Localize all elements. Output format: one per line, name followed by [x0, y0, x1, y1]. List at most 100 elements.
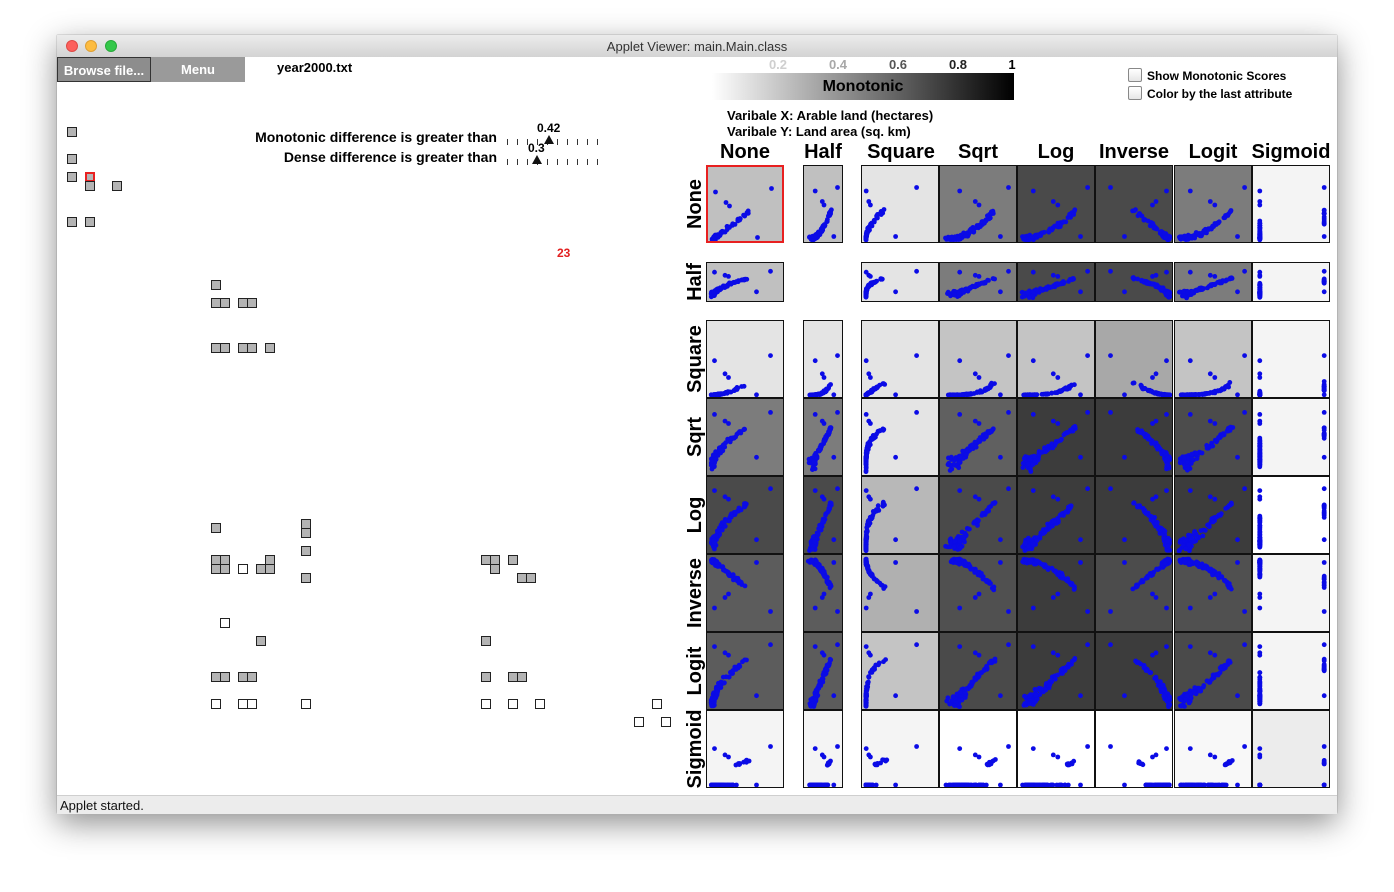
- tree-node[interactable]: [265, 555, 275, 565]
- scatter-cell-logit-vs-none[interactable]: [706, 632, 784, 710]
- scatter-cell-inverse-vs-square[interactable]: [861, 554, 939, 632]
- scatter-cell-none-vs-log[interactable]: [1017, 165, 1095, 243]
- minimize-window-button[interactable]: [85, 40, 97, 52]
- tree-node[interactable]: [67, 217, 77, 227]
- scatter-cell-none-vs-inverse[interactable]: [1095, 165, 1173, 243]
- show-monotonic-scores-checkbox[interactable]: [1128, 68, 1142, 82]
- scatter-cell-square-vs-sigmoid[interactable]: [1252, 320, 1330, 398]
- tree-node[interactable]: [247, 343, 257, 353]
- tree-node[interactable]: [535, 699, 545, 709]
- tree-node[interactable]: [247, 298, 257, 308]
- tree-node[interactable]: [634, 717, 644, 727]
- scatter-cell-inverse-vs-sigmoid[interactable]: [1252, 554, 1330, 632]
- scatter-cell-sqrt-vs-sqrt[interactable]: [939, 398, 1017, 476]
- scatter-cell-logit-vs-log[interactable]: [1017, 632, 1095, 710]
- scatter-cell-half-vs-inverse[interactable]: [1095, 262, 1173, 302]
- scatter-cell-none-vs-sqrt[interactable]: [939, 165, 1017, 243]
- scatter-cell-none-vs-square[interactable]: [861, 165, 939, 243]
- tree-node[interactable]: [220, 298, 230, 308]
- close-window-button[interactable]: [66, 40, 78, 52]
- color-by-last-attribute-checkbox[interactable]: [1128, 86, 1142, 100]
- tree-node[interactable]: [85, 217, 95, 227]
- tree-node[interactable]: [526, 573, 536, 583]
- tree-node[interactable]: [220, 618, 230, 628]
- scatter-cell-log-vs-log[interactable]: [1017, 476, 1095, 554]
- scatter-cell-square-vs-logit[interactable]: [1174, 320, 1252, 398]
- scatter-cell-half-vs-log[interactable]: [1017, 262, 1095, 302]
- tree-node[interactable]: [211, 699, 221, 709]
- dense-slider[interactable]: 0.3: [507, 141, 609, 165]
- scatter-cell-logit-vs-inverse[interactable]: [1095, 632, 1173, 710]
- tree-node[interactable]: [67, 127, 77, 137]
- scatter-cell-log-vs-square[interactable]: [861, 476, 939, 554]
- tree-node[interactable]: [265, 564, 275, 574]
- scatter-cell-sqrt-vs-none[interactable]: [706, 398, 784, 476]
- tree-node[interactable]: [481, 699, 491, 709]
- tree-node[interactable]: [661, 717, 671, 727]
- scatter-cell-sqrt-vs-log[interactable]: [1017, 398, 1095, 476]
- tree-node[interactable]: [220, 564, 230, 574]
- tree-node[interactable]: [211, 280, 221, 290]
- tree-node[interactable]: [85, 181, 95, 191]
- scatter-cell-inverse-vs-logit[interactable]: [1174, 554, 1252, 632]
- scatter-cell-square-vs-none[interactable]: [706, 320, 784, 398]
- tree-node[interactable]: [247, 672, 257, 682]
- tree-node[interactable]: [652, 699, 662, 709]
- scatter-cell-half-vs-sigmoid[interactable]: [1252, 262, 1330, 302]
- scatter-cell-half-vs-none[interactable]: [706, 262, 784, 302]
- monotonic-slider-thumb[interactable]: [544, 135, 554, 144]
- tree-node[interactable]: [301, 546, 311, 556]
- zoom-window-button[interactable]: [105, 40, 117, 52]
- scatter-cell-square-vs-square[interactable]: [861, 320, 939, 398]
- tree-node[interactable]: [301, 699, 311, 709]
- tree-node[interactable]: [247, 699, 257, 709]
- tree-node[interactable]: [211, 523, 221, 533]
- tree-node[interactable]: [301, 528, 311, 538]
- scatter-cell-log-vs-logit[interactable]: [1174, 476, 1252, 554]
- tree-node[interactable]: [67, 172, 77, 182]
- scatter-cell-square-vs-inverse[interactable]: [1095, 320, 1173, 398]
- tree-node[interactable]: [67, 154, 77, 164]
- scatter-cell-logit-vs-sqrt[interactable]: [939, 632, 1017, 710]
- browse-file-button[interactable]: Browse file...: [57, 57, 151, 82]
- scatter-cell-logit-vs-half[interactable]: [803, 632, 843, 710]
- scatter-cell-log-vs-none[interactable]: [706, 476, 784, 554]
- scatter-cell-sqrt-vs-square[interactable]: [861, 398, 939, 476]
- scatter-cell-half-vs-square[interactable]: [861, 262, 939, 302]
- scatter-cell-logit-vs-logit[interactable]: [1174, 632, 1252, 710]
- scatter-cell-none-vs-none[interactable]: [706, 165, 784, 243]
- scatter-cell-square-vs-half[interactable]: [803, 320, 843, 398]
- tree-node[interactable]: [220, 343, 230, 353]
- scatter-cell-none-vs-logit[interactable]: [1174, 165, 1252, 243]
- scatter-cell-sqrt-vs-inverse[interactable]: [1095, 398, 1173, 476]
- scatter-cell-sqrt-vs-logit[interactable]: [1174, 398, 1252, 476]
- scatter-cell-log-vs-inverse[interactable]: [1095, 476, 1173, 554]
- scatter-cell-half-vs-sqrt[interactable]: [939, 262, 1017, 302]
- scatter-cell-inverse-vs-half[interactable]: [803, 554, 843, 632]
- scatter-cell-half-vs-logit[interactable]: [1174, 262, 1252, 302]
- tree-node[interactable]: [490, 564, 500, 574]
- tree-node[interactable]: [301, 573, 311, 583]
- scatter-cell-square-vs-sqrt[interactable]: [939, 320, 1017, 398]
- scatter-cell-inverse-vs-none[interactable]: [706, 554, 784, 632]
- scatter-cell-inverse-vs-log[interactable]: [1017, 554, 1095, 632]
- scatter-cell-inverse-vs-inverse[interactable]: [1095, 554, 1173, 632]
- scatter-cell-inverse-vs-sqrt[interactable]: [939, 554, 1017, 632]
- tree-node[interactable]: [481, 636, 491, 646]
- scatter-cell-logit-vs-square[interactable]: [861, 632, 939, 710]
- scatter-cell-sqrt-vs-half[interactable]: [803, 398, 843, 476]
- tree-node[interactable]: [112, 181, 122, 191]
- tree-node[interactable]: [517, 672, 527, 682]
- monotonic-slider[interactable]: 0.42: [507, 121, 609, 145]
- tree-node[interactable]: [481, 672, 491, 682]
- dense-slider-thumb[interactable]: [532, 155, 542, 164]
- tree-node[interactable]: [508, 699, 518, 709]
- scatter-cell-log-vs-sqrt[interactable]: [939, 476, 1017, 554]
- scatter-cell-none-vs-sigmoid[interactable]: [1252, 165, 1330, 243]
- scatter-cell-none-vs-half[interactable]: [803, 165, 843, 243]
- tree-node[interactable]: [508, 555, 518, 565]
- scatter-cell-sqrt-vs-sigmoid[interactable]: [1252, 398, 1330, 476]
- scatter-cell-square-vs-log[interactable]: [1017, 320, 1095, 398]
- menu-button[interactable]: Menu: [151, 57, 245, 82]
- tree-node[interactable]: [256, 636, 266, 646]
